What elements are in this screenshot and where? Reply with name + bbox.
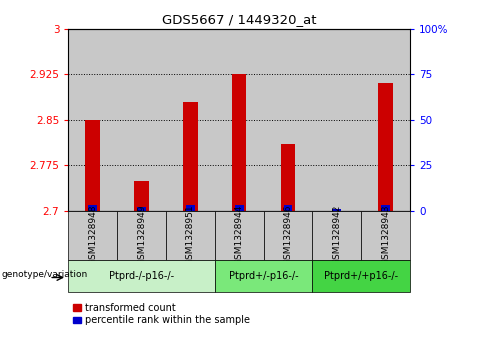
- Text: GSM1328951: GSM1328951: [186, 205, 195, 265]
- Bar: [85, 120, 100, 211]
- Text: GSM1328943: GSM1328943: [381, 205, 390, 265]
- Bar: [281, 144, 295, 211]
- Text: Ptprd+/-p16-/-: Ptprd+/-p16-/-: [229, 271, 298, 281]
- Bar: [264, 29, 312, 211]
- Bar: [215, 29, 264, 211]
- Bar: [137, 207, 146, 211]
- Bar: [378, 83, 393, 211]
- Bar: [232, 74, 246, 211]
- FancyBboxPatch shape: [215, 211, 264, 260]
- Bar: [68, 29, 117, 211]
- Text: GSM1328944: GSM1328944: [235, 205, 244, 265]
- Bar: [312, 29, 361, 211]
- Text: GSM1328948: GSM1328948: [88, 205, 97, 265]
- Text: GSM1328942: GSM1328942: [332, 205, 341, 265]
- FancyBboxPatch shape: [312, 260, 410, 292]
- Legend: transformed count, percentile rank within the sample: transformed count, percentile rank withi…: [73, 302, 250, 326]
- Bar: [361, 29, 410, 211]
- Bar: [183, 102, 198, 211]
- FancyBboxPatch shape: [166, 211, 215, 260]
- Text: genotype/variation: genotype/variation: [1, 270, 88, 279]
- Text: Ptprd+/+p16-/-: Ptprd+/+p16-/-: [324, 271, 398, 281]
- Text: Ptprd-/-p16-/-: Ptprd-/-p16-/-: [109, 271, 174, 281]
- Bar: [235, 205, 244, 211]
- Text: GSM1328946: GSM1328946: [284, 205, 292, 265]
- FancyBboxPatch shape: [361, 211, 410, 260]
- Title: GDS5667 / 1449320_at: GDS5667 / 1449320_at: [162, 13, 316, 26]
- Bar: [134, 182, 149, 211]
- Text: GSM1328949: GSM1328949: [137, 205, 146, 265]
- FancyBboxPatch shape: [68, 211, 117, 260]
- FancyBboxPatch shape: [264, 211, 312, 260]
- Bar: [186, 205, 195, 211]
- FancyBboxPatch shape: [117, 211, 166, 260]
- Bar: [117, 29, 166, 211]
- Bar: [284, 205, 292, 211]
- Bar: [166, 29, 215, 211]
- Bar: [381, 205, 390, 211]
- FancyBboxPatch shape: [312, 211, 361, 260]
- FancyBboxPatch shape: [215, 260, 312, 292]
- Bar: [88, 205, 97, 211]
- Bar: [332, 209, 341, 211]
- FancyBboxPatch shape: [68, 260, 215, 292]
